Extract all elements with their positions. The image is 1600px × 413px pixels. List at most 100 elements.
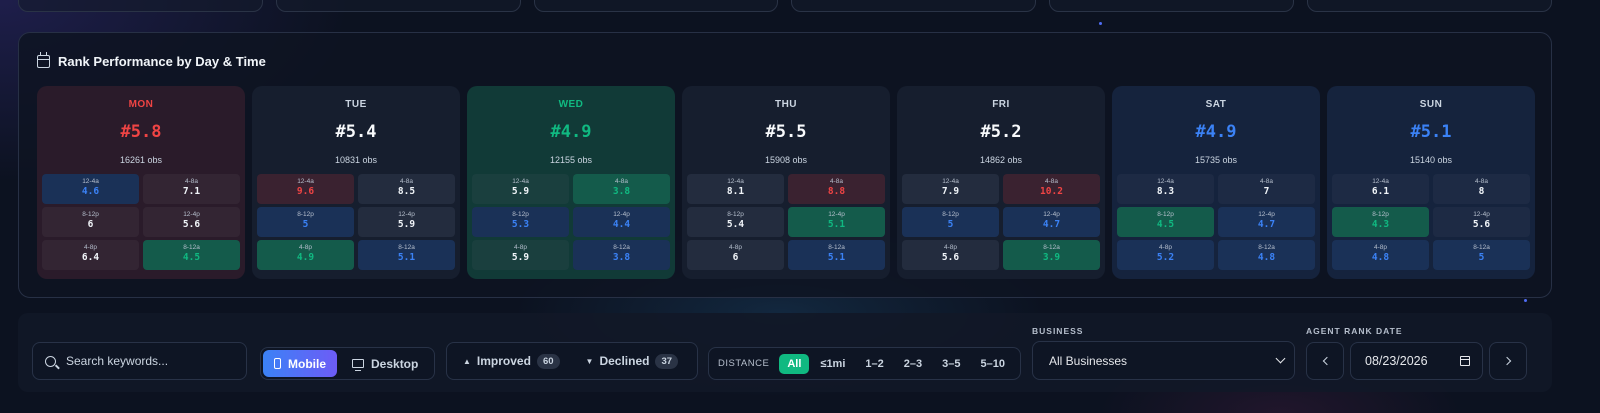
time-slot-rank: 4.5 — [1156, 219, 1175, 230]
time-slot-cell: 4-8p 5.9 — [472, 240, 569, 270]
day-name: MON — [128, 99, 154, 110]
day-average-rank: #5.8 — [120, 122, 162, 142]
search-box[interactable] — [32, 342, 247, 380]
monitor-icon — [352, 359, 364, 371]
time-slot-cell: 4-8p 4.9 — [257, 240, 354, 270]
time-slot-label: 12-4p — [828, 211, 845, 218]
time-slot-cell: 12-4p 4.4 — [573, 207, 670, 237]
agent-rank-date-input[interactable]: 08/23/2026 — [1350, 342, 1483, 380]
day-card-thu: THU #5.5 15908 obs 12-4a 8.1 4-8a 8.8 8-12p 5.4 1… — [682, 86, 890, 279]
next-date-button[interactable] — [1489, 342, 1527, 380]
time-slot-label: 4-8p — [513, 244, 527, 251]
time-slot-grid: 12-4a 9.6 4-8a 8.5 8-12p 5 12-4p 5.9 4-8p 4.9 8-12… — [257, 174, 455, 270]
time-slot-rank: 5.3 — [511, 219, 530, 230]
desktop-button[interactable]: Desktop — [341, 350, 429, 377]
distance-option-all[interactable]: All — [779, 353, 810, 374]
time-slot-cell: 4-8a 10.2 — [1003, 174, 1100, 204]
time-slot-cell: 12-4a 8.1 — [687, 174, 784, 204]
time-slot-grid: 12-4a 4.6 4-8a 7.1 8-12p 6 12-4p 5.6 4-8p 6.4 8-12… — [42, 174, 240, 270]
time-slot-rank: 10.2 — [1040, 186, 1063, 197]
time-slot-rank: 5.1 — [827, 219, 846, 230]
time-slot-rank: 5.9 — [511, 186, 530, 197]
distance-option-3-5[interactable]: 3–5 — [942, 357, 961, 370]
day-name: SAT — [1205, 99, 1227, 110]
mobile-button[interactable]: Mobile — [263, 350, 337, 377]
business-select[interactable]: All Businesses — [1032, 341, 1295, 380]
time-slot-label: 4-8a — [829, 178, 843, 185]
time-slot-cell: 12-4p 5.9 — [358, 207, 455, 237]
time-slot-label: 8-12p — [942, 211, 959, 218]
day-average-rank: #4.9 — [550, 122, 592, 142]
distance-option-2-3[interactable]: 2–3 — [903, 357, 923, 370]
day-card-tue: TUE #5.4 10831 obs 12-4a 9.6 4-8a 8.5 8-12p 5 12-… — [252, 86, 460, 279]
time-slot-rank: 4.7 — [1042, 219, 1061, 230]
time-slot-rank: 7.1 — [182, 186, 201, 197]
time-slot-label: 12-4a — [82, 178, 99, 185]
time-slot-rank: 4.3 — [1371, 219, 1390, 230]
time-slot-label: 12-4p — [1258, 211, 1275, 218]
time-slot-rank: 5.6 — [941, 252, 960, 263]
time-slot-cell: 12-4p 4.7 — [1003, 207, 1100, 237]
time-slot-label: 8-12a — [613, 244, 630, 251]
time-slot-cell: 12-4a 8.3 — [1117, 174, 1214, 204]
declined-count-badge: 37 — [655, 353, 679, 369]
time-slot-label: 8-12p — [1372, 211, 1389, 218]
search-input[interactable] — [66, 354, 236, 368]
triangle-up-icon: ▲ — [463, 356, 471, 366]
time-slot-label: 12-4a — [512, 178, 529, 185]
distance-option-1mi[interactable]: ≤1mi — [820, 357, 846, 370]
time-slot-cell: 8-12a 5.1 — [788, 240, 885, 270]
previous-date-button[interactable] — [1306, 342, 1344, 380]
day-name: SUN — [1419, 99, 1443, 110]
time-slot-cell: 8-12a 5 — [1433, 240, 1530, 270]
summary-card — [1307, 0, 1552, 12]
day-observations: 16261 obs — [119, 155, 163, 165]
time-slot-label: 4-8a — [614, 178, 628, 185]
time-slot-label: 12-4a — [1372, 178, 1389, 185]
time-slot-rank: 7 — [1263, 186, 1270, 197]
distance-option-5-10[interactable]: 5–10 — [980, 357, 1005, 370]
time-slot-rank: 5.2 — [1156, 252, 1175, 263]
day-columns: MON #5.8 16261 obs 12-4a 4.6 4-8a 7.1 8-12p 6 12-… — [37, 86, 1535, 279]
time-slot-cell: 12-4a 6.1 — [1332, 174, 1429, 204]
day-observations: 15140 obs — [1409, 155, 1453, 165]
time-slot-rank: 5.6 — [182, 219, 201, 230]
time-slot-label: 8-12p — [82, 211, 99, 218]
trend-filter: ▲ Improved 60 ▼ Declined 37 — [446, 342, 698, 380]
improved-button[interactable]: ▲ Improved 60 — [463, 353, 560, 369]
time-slot-rank: 7.9 — [941, 186, 960, 197]
time-slot-label: 8-12p — [727, 211, 744, 218]
day-observations: 15735 obs — [1194, 155, 1238, 165]
day-card-sun: SUN #5.1 15140 obs 12-4a 6.1 4-8a 8 8-12p 4.3 12-… — [1327, 86, 1535, 279]
day-name: THU — [774, 99, 798, 110]
distance-filter: DISTANCE All ≤1mi 1–2 2–3 3–5 5–10 — [708, 347, 1021, 380]
rank-performance-panel: Rank Performance by Day & Time MON #5.8 16… — [18, 32, 1552, 298]
day-name: WED — [558, 99, 584, 110]
time-slot-cell: 4-8p 6.4 — [42, 240, 139, 270]
time-slot-label: 8-12a — [398, 244, 415, 251]
time-slot-label: 12-4p — [613, 211, 630, 218]
day-average-rank: #5.1 — [1410, 122, 1452, 142]
mobile-label: Mobile — [288, 356, 326, 371]
time-slot-rank: 9.6 — [296, 186, 315, 197]
summary-card — [18, 0, 263, 12]
time-slot-cell: 8-12p 5.3 — [472, 207, 569, 237]
time-slot-cell: 8-12p 4.3 — [1332, 207, 1429, 237]
summary-card — [1049, 0, 1295, 12]
improved-label: Improved — [476, 354, 531, 368]
time-slot-label: 12-4p — [183, 211, 200, 218]
time-slot-cell: 12-4a 4.6 — [42, 174, 139, 204]
day-average-rank: #5.4 — [335, 122, 377, 142]
distance-option-1-2[interactable]: 1–2 — [865, 357, 884, 370]
time-slot-label: 4-8a — [184, 178, 198, 185]
time-slot-cell: 8-12p 5 — [257, 207, 354, 237]
declined-button[interactable]: ▼ Declined 37 — [586, 353, 679, 369]
time-slot-label: 4-8p — [298, 244, 312, 251]
time-slot-cell: 8-12p 5 — [902, 207, 999, 237]
time-slot-label: 12-4a — [1157, 178, 1174, 185]
time-slot-cell: 4-8a 8.8 — [788, 174, 885, 204]
time-slot-rank: 4.6 — [81, 186, 100, 197]
calendar-icon — [37, 52, 50, 68]
time-slot-cell: 12-4a 9.6 — [257, 174, 354, 204]
calendar-icon[interactable] — [1460, 356, 1470, 366]
